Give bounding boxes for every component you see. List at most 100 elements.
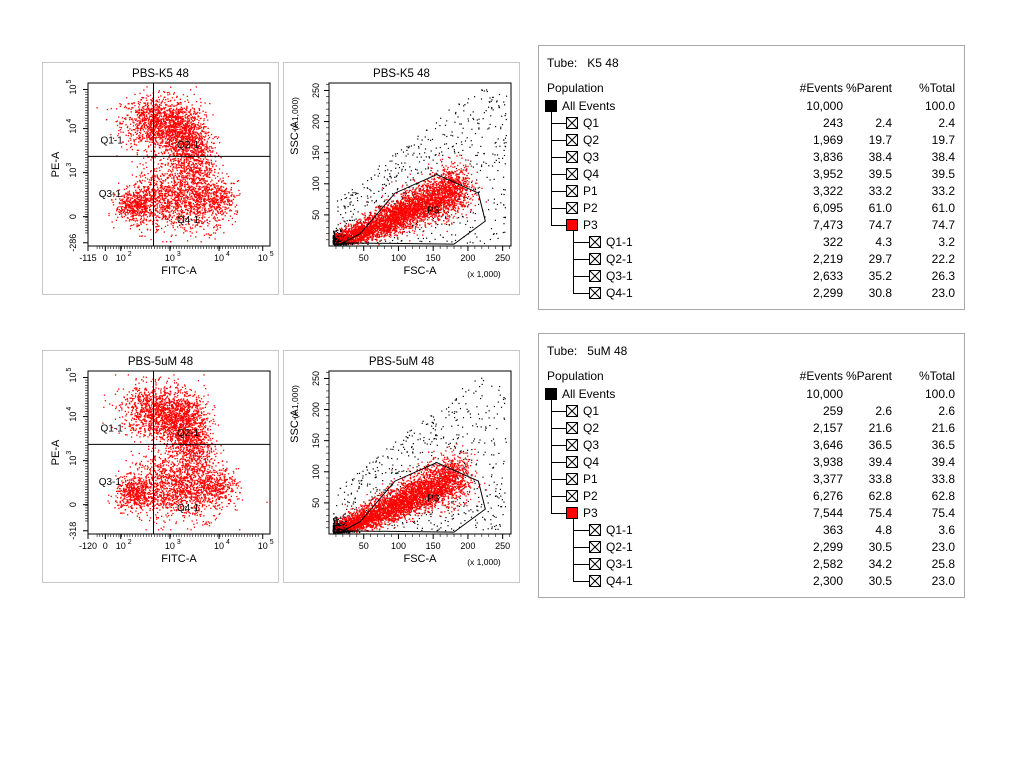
event-point — [113, 227, 115, 229]
event-point — [141, 196, 143, 199]
event-point — [193, 168, 195, 170]
event-point — [208, 172, 211, 174]
event-point — [181, 138, 183, 140]
event-point — [186, 105, 188, 107]
event-point — [180, 215, 182, 217]
event-point — [173, 134, 175, 136]
event-point — [200, 126, 202, 129]
event-point — [179, 184, 181, 186]
event-point — [189, 196, 191, 198]
event-point — [197, 111, 199, 114]
event-point — [176, 203, 179, 205]
event-point — [196, 132, 198, 134]
event-point — [178, 193, 181, 196]
event-point — [203, 148, 205, 151]
event-point — [189, 150, 192, 152]
event-point — [175, 125, 177, 127]
event-point — [134, 220, 137, 222]
event-point — [172, 126, 174, 128]
event-point — [220, 186, 222, 188]
event-point — [133, 202, 135, 204]
event-point — [182, 118, 184, 120]
event-point — [184, 148, 186, 150]
event-point — [175, 129, 177, 131]
event-point — [170, 190, 172, 192]
event-point — [141, 208, 143, 210]
event-point — [194, 220, 196, 222]
event-point — [192, 140, 194, 143]
event-point — [202, 178, 205, 180]
event-point — [158, 133, 161, 135]
event-point — [223, 201, 226, 203]
event-point — [204, 204, 207, 206]
event-point — [185, 146, 187, 149]
event-point — [463, 105, 465, 107]
event-point — [179, 134, 181, 136]
event-point — [217, 211, 219, 213]
event-point — [130, 225, 132, 227]
event-point — [146, 199, 148, 202]
event-point — [171, 216, 173, 218]
event-point — [132, 216, 134, 218]
event-point — [165, 104, 167, 106]
y-tick-label: 10 — [68, 85, 78, 95]
event-point — [166, 145, 168, 147]
event-point — [163, 116, 165, 118]
event-point — [160, 151, 163, 153]
event-point — [168, 189, 170, 191]
event-point — [455, 143, 457, 145]
event-point — [130, 135, 132, 137]
event-point — [139, 163, 141, 165]
event-point — [193, 117, 195, 119]
event-point — [151, 212, 153, 214]
event-point — [175, 218, 177, 220]
event-point — [128, 190, 131, 192]
event-point — [144, 112, 146, 114]
event-point — [161, 142, 163, 144]
event-point — [163, 175, 165, 177]
event-point — [137, 209, 139, 211]
event-point — [169, 130, 171, 132]
event-point — [165, 216, 167, 218]
event-point — [208, 184, 210, 186]
event-point — [208, 204, 210, 206]
event-point — [142, 114, 145, 116]
event-point — [163, 136, 165, 138]
event-point — [159, 202, 161, 204]
event-point — [194, 117, 196, 119]
event-point — [134, 105, 136, 107]
event-point — [144, 197, 146, 200]
event-point — [196, 170, 199, 172]
event-point — [199, 154, 202, 157]
event-point — [186, 153, 188, 155]
event-point — [187, 186, 189, 189]
event-point — [146, 86, 148, 88]
event-point — [146, 136, 148, 139]
event-point — [194, 119, 196, 121]
event-point — [168, 185, 170, 187]
event-point — [203, 150, 205, 152]
event-point — [204, 114, 206, 116]
event-point — [180, 111, 182, 113]
event-point — [181, 191, 183, 193]
event-point — [168, 144, 170, 146]
event-point — [138, 186, 140, 189]
event-point — [214, 136, 216, 138]
event-point — [163, 145, 165, 147]
event-point — [197, 204, 199, 206]
event-point — [203, 199, 205, 202]
event-point — [145, 162, 147, 164]
event-point — [166, 209, 169, 211]
event-point — [449, 216, 451, 218]
event-point — [355, 193, 357, 195]
event-point — [193, 211, 195, 213]
event-point — [131, 148, 133, 151]
event-point — [192, 141, 194, 144]
event-point — [184, 192, 186, 194]
event-point — [134, 198, 136, 200]
event-point — [492, 96, 494, 98]
event-point — [174, 201, 176, 204]
event-point — [200, 133, 202, 135]
event-point — [205, 193, 207, 195]
event-point — [194, 140, 196, 142]
